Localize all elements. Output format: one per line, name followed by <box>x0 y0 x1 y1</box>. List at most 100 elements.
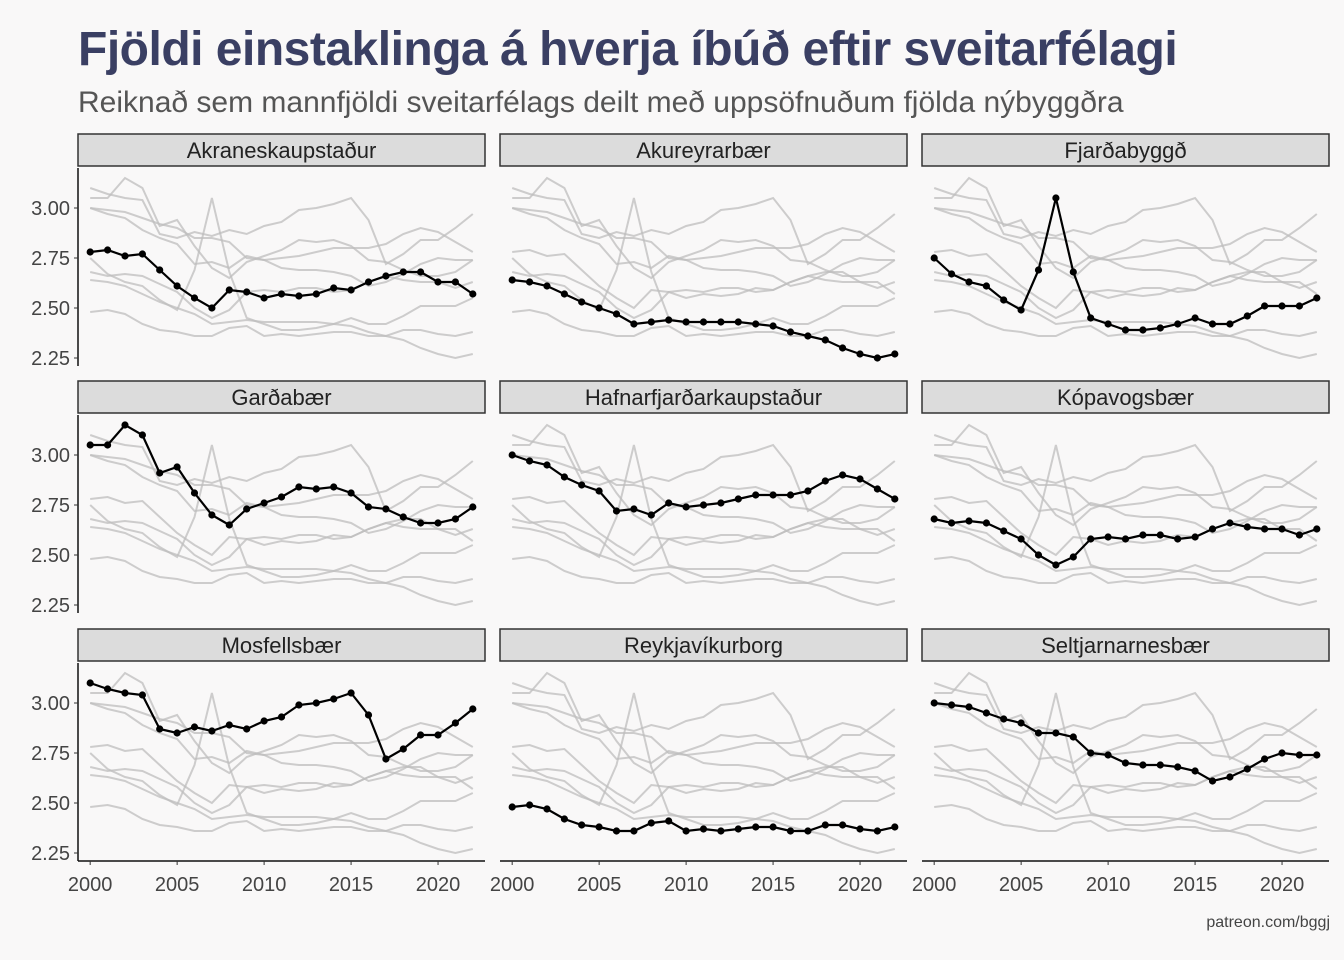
background-line-hafnarfjardarkaupstadur <box>511 702 896 765</box>
x-tick-label: 2015 <box>751 874 796 896</box>
data-point-kopavogsbaer <box>1156 531 1164 539</box>
data-point-hafnarfjardarkaupstadur <box>752 491 760 499</box>
data-point-akraneskaupstadur <box>156 266 164 274</box>
x-tick-label: 2000 <box>68 874 113 896</box>
data-point-mosfellsbaer <box>382 755 390 763</box>
x-tick-label: 2020 <box>838 874 883 896</box>
data-point-akraneskaupstadur <box>138 250 146 258</box>
background-line-gardabaer <box>90 671 474 775</box>
facet-label-akureyrarbaer: Akureyrarbær <box>636 138 770 163</box>
background-line-reykjavikurborg <box>934 308 1318 338</box>
y-tick-label: 2.75 <box>31 495 70 517</box>
x-tick-label: 2015 <box>329 874 374 896</box>
data-point-gardabaer <box>156 469 164 477</box>
facet-strip-kopavogsbaer <box>921 380 1330 414</box>
data-point-kopavogsbaer <box>1017 535 1025 543</box>
caption: patreon.com/bggj <box>1206 914 1330 931</box>
data-point-fjardabyggd <box>1156 324 1164 332</box>
data-point-hafnarfjardarkaupstadur <box>612 507 621 515</box>
background-line-fjardabyggd <box>89 692 474 826</box>
x-tick-label: 2010 <box>1086 874 1131 896</box>
background-line-gardabaer <box>512 423 896 527</box>
data-point-mosfellsbaer <box>208 727 216 735</box>
background-line-seltjarnarnesbaer <box>512 454 895 535</box>
data-point-seltjarnarnesbaer <box>1069 733 1077 741</box>
data-point-akureyrarbaer <box>856 350 864 358</box>
data-point-akraneskaupstadur <box>364 278 373 286</box>
data-point-akureyrarbaer <box>508 276 516 284</box>
data-point-akraneskaupstadur <box>330 284 338 292</box>
data-point-mosfellsbaer <box>347 689 355 697</box>
data-point-hafnarfjardarkaupstadur <box>804 487 812 495</box>
data-point-kopavogsbaer <box>1174 535 1182 543</box>
data-point-kopavogsbaer <box>1261 525 1269 533</box>
data-point-akureyrarbaer <box>578 298 586 306</box>
data-point-fjardabyggd <box>982 282 991 290</box>
data-point-fjardabyggd <box>930 254 938 262</box>
background-line-akureyrarbaer <box>90 526 474 607</box>
data-point-fjardabyggd <box>1174 320 1182 328</box>
data-point-mosfellsbaer <box>190 723 199 731</box>
background-line-seltjarnarnesbaer <box>90 207 473 288</box>
data-point-kopavogsbaer <box>1069 553 1077 561</box>
x-tick-label: 2000 <box>490 874 535 896</box>
data-point-mosfellsbaer <box>260 717 268 725</box>
data-point-fjardabyggd <box>1139 326 1147 334</box>
data-point-seltjarnarnesbaer <box>948 701 956 709</box>
facet-label-mosfellsbaer: Mosfellsbær <box>222 633 342 658</box>
data-point-seltjarnarnesbaer <box>1087 749 1095 757</box>
data-point-fjardabyggd <box>1208 320 1217 328</box>
background-line-kopavogsbaer <box>511 518 896 567</box>
data-point-akureyrarbaer <box>560 290 569 298</box>
background-line-fjardabyggd <box>933 444 1318 578</box>
chart-subtitle: Reiknað sem mannfjöldi sveitarfélags dei… <box>78 86 1124 119</box>
data-point-reykjavikurborg <box>717 827 725 835</box>
facet-strip-akraneskaupstadur <box>77 133 486 167</box>
data-point-seltjarnarnesbaer <box>1313 751 1321 759</box>
x-tick-label: 2005 <box>999 874 1044 896</box>
data-point-akureyrarbaer <box>769 322 777 330</box>
data-point-fjardabyggd <box>1226 320 1234 328</box>
background-line-akureyrarbaer <box>934 279 1318 360</box>
data-point-fjardabyggd <box>1313 294 1321 302</box>
data-point-hafnarfjardarkaupstadur <box>508 451 516 459</box>
data-point-reykjavikurborg <box>699 825 708 833</box>
x-tick-label: 2020 <box>416 874 461 896</box>
data-point-mosfellsbaer <box>86 679 94 687</box>
background-line-kopavogsbaer <box>933 271 1318 320</box>
data-point-akureyrarbaer <box>734 318 742 326</box>
data-point-fjardabyggd <box>1034 266 1043 274</box>
data-point-fjardabyggd <box>965 278 973 286</box>
data-point-fjardabyggd <box>948 270 956 278</box>
data-point-hafnarfjardarkaupstadur <box>717 499 725 507</box>
data-point-akureyrarbaer <box>699 318 708 326</box>
data-point-reykjavikurborg <box>508 803 516 811</box>
data-point-mosfellsbaer <box>156 725 164 733</box>
data-point-fjardabyggd <box>1017 306 1025 314</box>
data-point-akraneskaupstadur <box>295 292 303 300</box>
background-line-seltjarnarnesbaer <box>512 702 895 783</box>
background-line-gardabaer <box>90 176 474 280</box>
data-point-gardabaer <box>121 421 129 429</box>
data-point-mosfellsbaer <box>138 691 146 699</box>
data-point-mosfellsbaer <box>364 711 373 719</box>
background-line-kopavogsbaer <box>933 766 1318 815</box>
data-point-reykjavikurborg <box>786 827 795 835</box>
data-point-seltjarnarnesbaer <box>1261 755 1269 763</box>
data-point-seltjarnarnesbaer <box>1156 761 1164 769</box>
facet-label-fjardabyggd: Fjarðabyggð <box>1064 138 1186 163</box>
facet-strip-hafnarfjardarkaupstadur <box>499 380 908 414</box>
data-point-reykjavikurborg <box>578 821 586 829</box>
data-point-gardabaer <box>260 499 268 507</box>
background-line-reykjavikurborg <box>934 555 1318 585</box>
data-point-gardabaer <box>295 483 303 491</box>
data-point-reykjavikurborg <box>526 801 534 809</box>
series-line-gardabaer <box>90 423 474 527</box>
data-point-mosfellsbaer <box>243 725 251 733</box>
data-point-kopavogsbaer <box>982 519 991 527</box>
background-line-fjardabyggd <box>511 444 896 578</box>
data-point-reykjavikurborg <box>839 821 847 829</box>
data-point-akureyrarbaer <box>717 318 725 326</box>
data-point-reykjavikurborg <box>804 827 812 835</box>
y-tick-label: 3.00 <box>31 445 70 467</box>
